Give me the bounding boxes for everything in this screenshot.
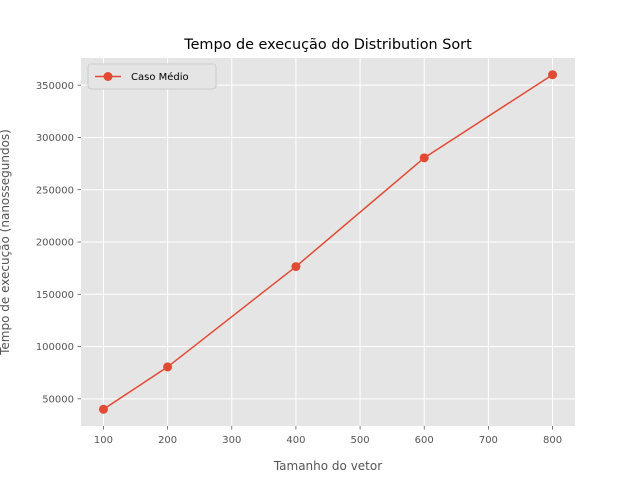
x-tick-label: 800 [543,435,562,446]
data-point [548,70,558,80]
x-tick-label: 600 [415,435,434,446]
y-tick-label: 250000 [36,185,74,196]
x-tick-label: 200 [158,435,177,446]
x-tick-label: 400 [286,435,305,446]
legend: Caso Médio [87,63,217,90]
chart-title: Tempo de execução do Distribution Sort [183,37,472,53]
data-point [419,153,429,163]
y-tick-label: 350000 [36,81,74,92]
legend-entry-caso-medio: Caso Médio [131,71,189,83]
legend-box [87,63,217,90]
y-axis-ticks: 50000 100000 150000 200000 250000 300000 35000… [36,81,81,405]
legend-point-marker [103,72,113,81]
data-point [163,362,173,372]
x-axis-label: Tamanho do vetor [273,459,382,473]
x-tick-label: 500 [351,435,370,446]
x-tick-label: 700 [479,435,498,446]
y-tick-label: 200000 [36,238,74,249]
x-axis-ticks: 100 200 300 400 500 600 700 800 [94,426,562,446]
series-layer [98,70,558,414]
x-tick-label: 100 [94,435,113,446]
y-tick-label: 50000 [42,394,74,405]
grid-lines [81,58,575,426]
y-tick-label: 100000 [36,342,74,353]
x-tick-label: 300 [222,435,241,446]
y-tick-label: 150000 [36,290,74,301]
data-point [291,262,301,272]
data-point [98,404,108,414]
y-axis-label: Tempo de execução (nanossegundos) [0,129,12,356]
y-tick-label: 300000 [36,133,74,144]
